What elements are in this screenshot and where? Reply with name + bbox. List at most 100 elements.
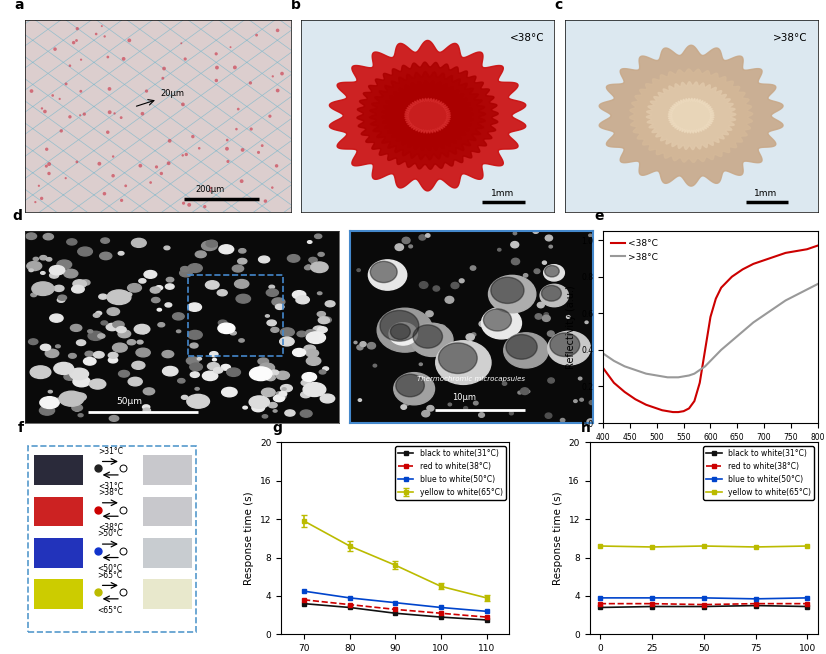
Line: blue to white(50°C): blue to white(50°C) xyxy=(597,595,809,601)
Circle shape xyxy=(301,410,312,417)
Circle shape xyxy=(187,357,199,364)
yellow to white(65°C) xyxy=(647,543,657,551)
Circle shape xyxy=(318,317,330,324)
Circle shape xyxy=(306,334,318,341)
Bar xyxy=(143,538,192,568)
Circle shape xyxy=(325,301,335,307)
Circle shape xyxy=(266,289,278,296)
blue to white(50°C) xyxy=(299,587,309,595)
Circle shape xyxy=(306,330,316,336)
>38°C xyxy=(657,373,667,381)
Circle shape xyxy=(433,286,439,291)
Circle shape xyxy=(533,229,539,233)
Circle shape xyxy=(188,303,202,311)
>38°C xyxy=(716,346,726,354)
Circle shape xyxy=(165,284,174,289)
>38°C xyxy=(609,357,619,365)
>38°C xyxy=(802,286,812,294)
Circle shape xyxy=(135,324,150,334)
Point xyxy=(154,168,168,179)
Circle shape xyxy=(165,303,172,307)
Point xyxy=(116,545,129,556)
Circle shape xyxy=(543,261,547,264)
Point xyxy=(59,78,73,89)
Circle shape xyxy=(59,391,83,406)
Line: red to white(38°C): red to white(38°C) xyxy=(301,597,489,619)
Circle shape xyxy=(238,258,247,264)
Circle shape xyxy=(140,329,148,334)
Text: c: c xyxy=(554,0,563,12)
Circle shape xyxy=(585,321,588,324)
Circle shape xyxy=(315,234,322,239)
Circle shape xyxy=(268,402,278,408)
Circle shape xyxy=(279,392,287,396)
Circle shape xyxy=(354,341,357,343)
<38°C xyxy=(598,364,608,372)
blue to white(50°C) xyxy=(344,594,354,602)
Circle shape xyxy=(459,279,464,283)
>38°C xyxy=(620,362,629,370)
Circle shape xyxy=(301,380,311,386)
Circle shape xyxy=(232,265,244,272)
Circle shape xyxy=(144,271,157,279)
blue to white(50°C) xyxy=(751,595,761,603)
<38°C xyxy=(695,379,705,387)
<38°C xyxy=(609,379,619,387)
red to white(38°C) xyxy=(344,600,354,608)
Point xyxy=(263,111,277,122)
Circle shape xyxy=(89,379,106,389)
black to white(31°C) xyxy=(391,610,401,617)
Point xyxy=(107,171,120,181)
Circle shape xyxy=(497,249,501,251)
Polygon shape xyxy=(369,72,486,160)
Circle shape xyxy=(151,298,160,303)
<38°C xyxy=(705,313,715,321)
>38°C xyxy=(700,362,710,370)
Point xyxy=(119,181,132,191)
Circle shape xyxy=(127,339,135,345)
Point xyxy=(231,104,244,114)
Circle shape xyxy=(543,315,550,321)
>38°C xyxy=(781,296,790,304)
Circle shape xyxy=(235,279,249,288)
black to white(31°C) xyxy=(699,602,709,610)
Circle shape xyxy=(285,410,295,416)
Text: <31°C: <31°C xyxy=(97,481,123,490)
Circle shape xyxy=(48,390,52,393)
blue to white(50°C) xyxy=(699,594,709,602)
Circle shape xyxy=(269,285,274,288)
Point xyxy=(42,159,55,169)
Circle shape xyxy=(307,241,312,243)
Circle shape xyxy=(276,393,286,400)
Circle shape xyxy=(463,407,468,409)
>38°C xyxy=(695,366,705,374)
>38°C xyxy=(668,373,678,381)
<38°C xyxy=(738,266,748,273)
Point xyxy=(74,110,87,120)
Point xyxy=(228,62,241,73)
Point xyxy=(176,99,189,110)
Circle shape xyxy=(275,304,284,309)
Point xyxy=(64,60,77,71)
Circle shape xyxy=(206,281,219,289)
Circle shape xyxy=(93,352,104,358)
Point xyxy=(117,54,131,64)
Point xyxy=(210,75,223,86)
Circle shape xyxy=(449,403,452,405)
Text: >31°C: >31°C xyxy=(97,447,123,456)
Circle shape xyxy=(55,345,60,348)
black to white(31°C) xyxy=(299,600,309,608)
Circle shape xyxy=(181,267,189,271)
Point xyxy=(235,176,249,186)
red to white(38°C) xyxy=(299,596,309,604)
Point xyxy=(74,54,88,65)
>38°C xyxy=(791,291,801,299)
Circle shape xyxy=(70,369,78,374)
Circle shape xyxy=(212,358,216,361)
Point xyxy=(53,94,66,104)
Circle shape xyxy=(139,279,146,283)
Circle shape xyxy=(57,260,72,269)
>38°C xyxy=(630,366,640,374)
black to white(31°C) xyxy=(802,602,812,610)
Point xyxy=(38,106,51,116)
